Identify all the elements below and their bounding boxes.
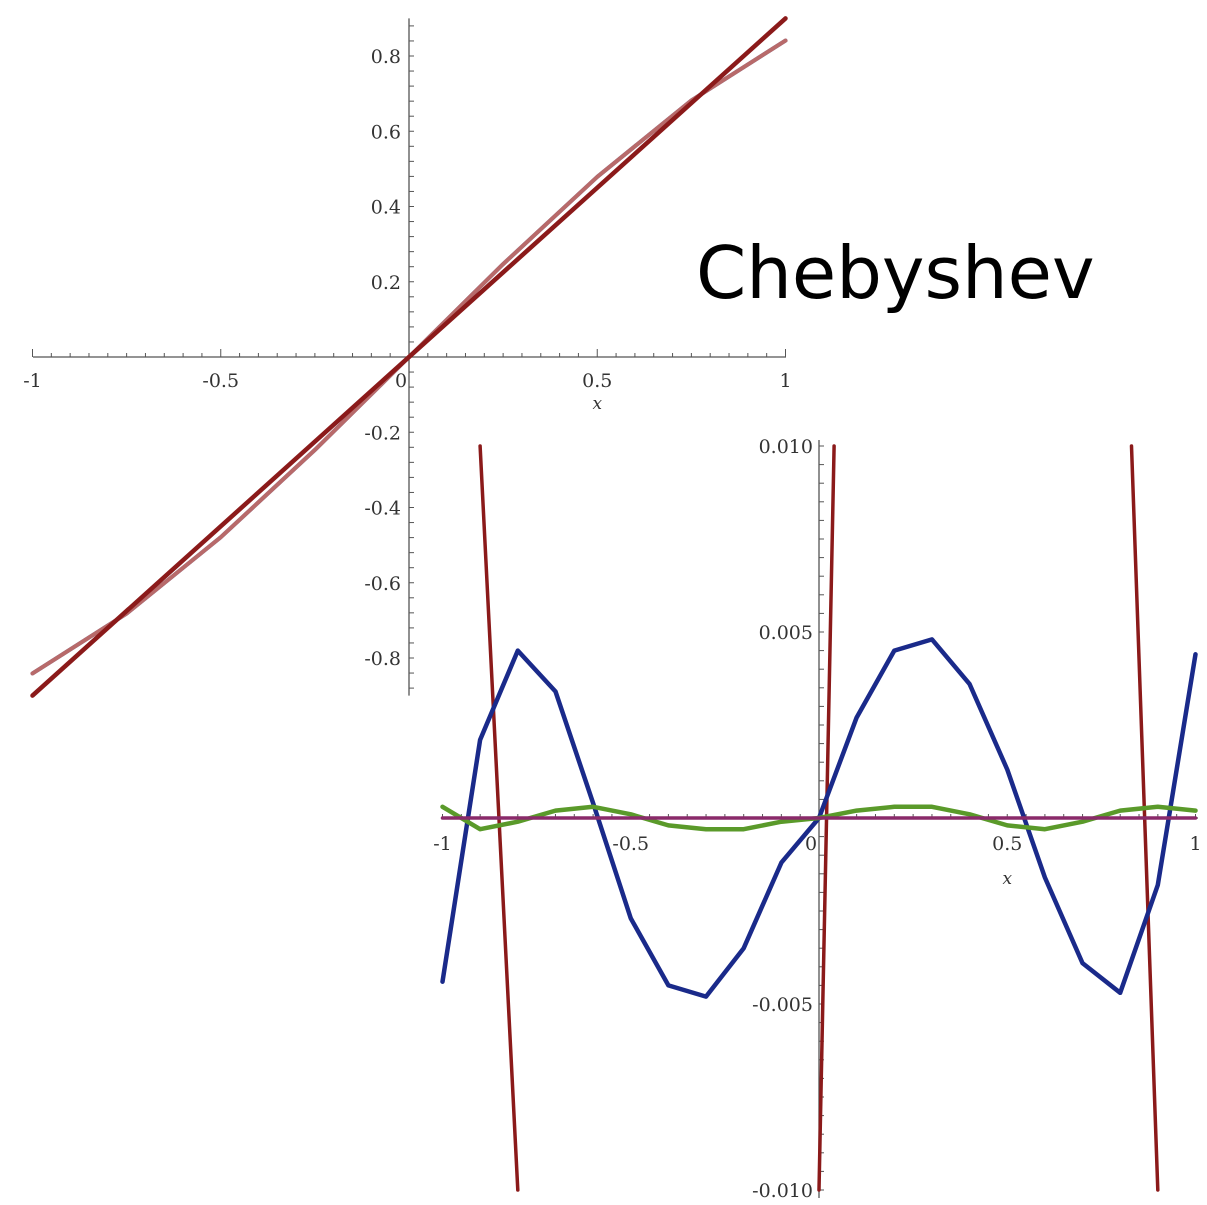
error-plot: -1 -0.5 0 0.5 1 -0.010 -0.005 0.005 0.010 x bbox=[430, 432, 1207, 1205]
x-tick-label: 0 bbox=[805, 833, 817, 855]
y-tick-label: 0.010 bbox=[759, 436, 813, 458]
x-tick-label: 1 bbox=[779, 370, 791, 392]
x-tick-label: -1 bbox=[433, 833, 452, 855]
y-tick-label: -0.2 bbox=[364, 422, 401, 444]
y-tick-label: -0.8 bbox=[364, 648, 401, 670]
y-tick-label: 0.2 bbox=[371, 272, 401, 294]
function-comparison-plot: -1 -0.5 0 0.5 1 -0.8 -0.6 -0.4 -0.2 0.2 0.4 0.6 0.8 x bbox=[23, 16, 792, 698]
x-tick-label: -1 bbox=[23, 370, 42, 392]
y-tick-label: -0.005 bbox=[752, 994, 813, 1016]
x-tick-label: -0.5 bbox=[612, 833, 649, 855]
x-tick-label: -0.5 bbox=[202, 370, 239, 392]
x-axis-label: x bbox=[1002, 869, 1012, 889]
y-tick-label: -0.010 bbox=[752, 1180, 813, 1202]
y-tick-label: 0.005 bbox=[759, 622, 813, 644]
y-tick-label: 0.8 bbox=[371, 46, 401, 68]
y-tick-label: 0.6 bbox=[371, 121, 401, 143]
x-axis-label: x bbox=[592, 394, 602, 414]
y-tick-label: 0.4 bbox=[371, 197, 401, 219]
y-tick-label: -0.4 bbox=[364, 498, 401, 520]
x-tick-label: 0 bbox=[395, 370, 407, 392]
x-tick-label: 0.5 bbox=[992, 833, 1022, 855]
y-tick-label: -0.6 bbox=[364, 573, 401, 595]
series-line bbox=[30, 16, 788, 698]
chebyshev-annotation: Chebyshev bbox=[696, 231, 1095, 315]
x-tick-label: 0.5 bbox=[582, 370, 612, 392]
x-tick-label: 1 bbox=[1189, 833, 1201, 855]
